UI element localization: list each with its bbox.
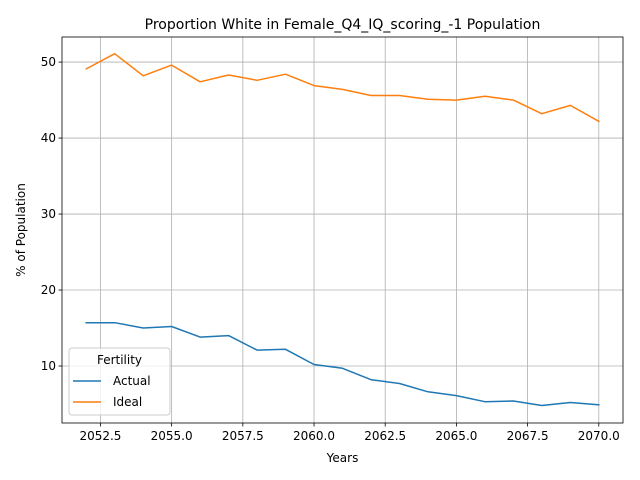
x-tick-label: 2055.0 xyxy=(151,429,193,443)
series-line-ideal xyxy=(85,52,600,123)
y-tick-label: 40 xyxy=(41,131,56,145)
legend: Fertility Actual Ideal xyxy=(68,347,171,416)
legend-label-actual: Actual xyxy=(113,374,151,388)
series-lines xyxy=(85,52,600,407)
y-tick-label: 20 xyxy=(41,283,56,297)
x-axis-label: Years xyxy=(326,451,359,465)
plot-frame xyxy=(61,36,624,424)
x-tick-label: 2052.5 xyxy=(79,429,121,443)
x-tick-label: 2062.5 xyxy=(364,429,406,443)
y-axis-label: % of Population xyxy=(14,183,28,277)
legend-box xyxy=(68,347,171,416)
x-axis-ticks: 2052.5 2055.0 2057.5 2060.0 2062.5 2065.0 2067… xyxy=(79,423,620,443)
y-tick-label: 30 xyxy=(41,207,56,221)
y-tick-label: 10 xyxy=(41,359,56,373)
series-line-actual xyxy=(85,321,600,407)
x-tick-label: 2060.0 xyxy=(293,429,335,443)
legend-title: Fertility xyxy=(97,353,142,367)
x-tick-label: 2057.5 xyxy=(222,429,264,443)
legend-label-ideal: Ideal xyxy=(113,395,142,409)
y-axis-ticks: 10 20 30 40 50 xyxy=(41,55,62,373)
chart-title: Proportion White in Female_Q4_IQ_scoring… xyxy=(145,17,541,33)
y-tick-label: 50 xyxy=(41,55,56,69)
x-tick-label: 2065.0 xyxy=(435,429,477,443)
x-tick-label: 2067.5 xyxy=(507,429,549,443)
x-tick-label: 2070.0 xyxy=(578,429,620,443)
